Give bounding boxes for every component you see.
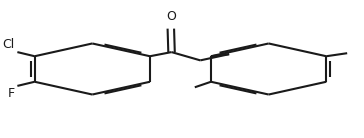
Text: O: O xyxy=(166,10,176,23)
Text: F: F xyxy=(7,87,15,100)
Text: Cl: Cl xyxy=(2,38,15,51)
